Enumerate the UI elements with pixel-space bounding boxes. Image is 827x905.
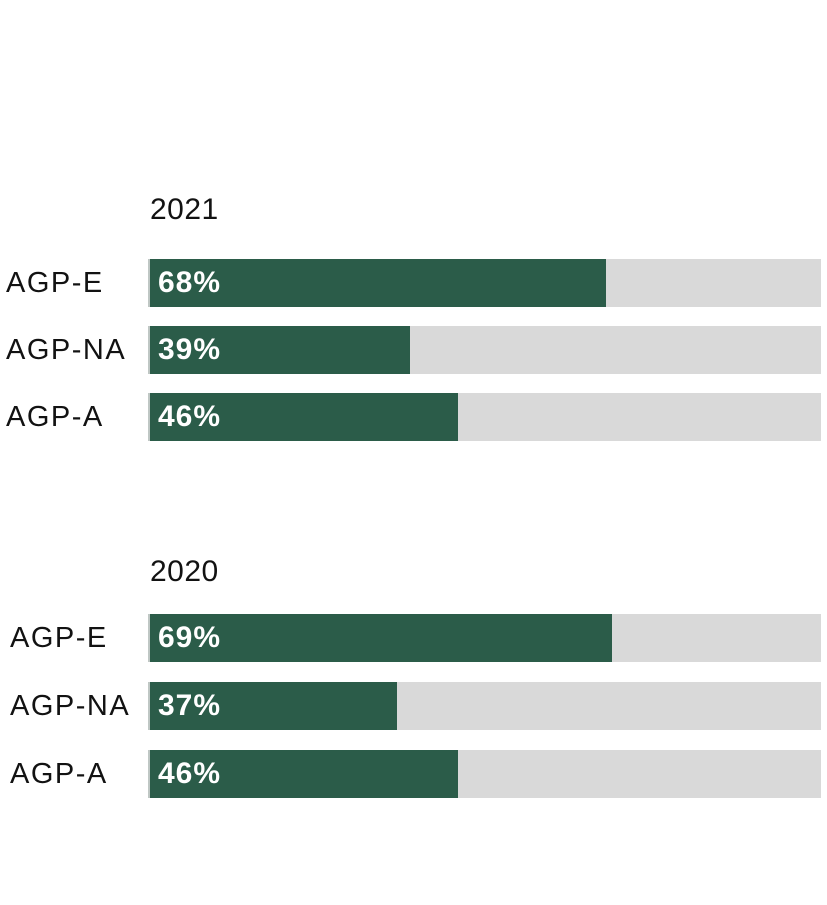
bar-fill: 46% — [148, 393, 458, 441]
category-label: AGP-E — [6, 266, 104, 299]
bar-fill: 46% — [148, 750, 458, 798]
bar-fill: 68% — [148, 259, 606, 307]
bar-fill: 37% — [148, 682, 397, 730]
category-label: AGP-NA — [10, 689, 131, 722]
year-title: 2021 — [150, 193, 219, 226]
bar-value-label: 46% — [158, 400, 222, 433]
bar-fill: 39% — [148, 326, 411, 374]
bar-row: AGP-NA 39% — [0, 326, 821, 374]
bar-track: 46% — [148, 393, 821, 441]
bar-track: 39% — [148, 326, 821, 374]
chart-section-2021: 2021 AGP-E 68% AGP-NA 39% AGP-A 46% — [0, 195, 827, 445]
category-label: AGP-NA — [6, 333, 127, 366]
bar-track: 37% — [148, 682, 821, 730]
bar-row: AGP-E 68% — [0, 259, 821, 307]
bar-track: 68% — [148, 259, 821, 307]
category-label: AGP-A — [6, 400, 104, 433]
bar-track: 69% — [148, 614, 821, 662]
bar-value-label: 46% — [158, 757, 222, 790]
year-title: 2020 — [150, 555, 219, 588]
bar-row: AGP-E 69% — [0, 614, 821, 662]
bar-value-label: 68% — [158, 266, 222, 299]
bar-fill: 69% — [148, 614, 613, 662]
bar-value-label: 39% — [158, 333, 222, 366]
bar-value-label: 69% — [158, 621, 222, 654]
chart-section-2020: 2020 AGP-E 69% AGP-NA 37% AGP-A 46% — [0, 557, 827, 802]
bar-group: AGP-E 68% AGP-NA 39% AGP-A 46% — [0, 259, 821, 441]
bar-track: 46% — [148, 750, 821, 798]
bar-group: AGP-E 69% AGP-NA 37% AGP-A 46% — [0, 614, 821, 798]
bar-row: AGP-A 46% — [0, 750, 821, 798]
bar-row: AGP-A 46% — [0, 393, 821, 441]
category-label: AGP-A — [10, 757, 108, 790]
category-label: AGP-E — [10, 621, 108, 654]
bar-row: AGP-NA 37% — [0, 682, 821, 730]
bar-value-label: 37% — [158, 689, 222, 722]
